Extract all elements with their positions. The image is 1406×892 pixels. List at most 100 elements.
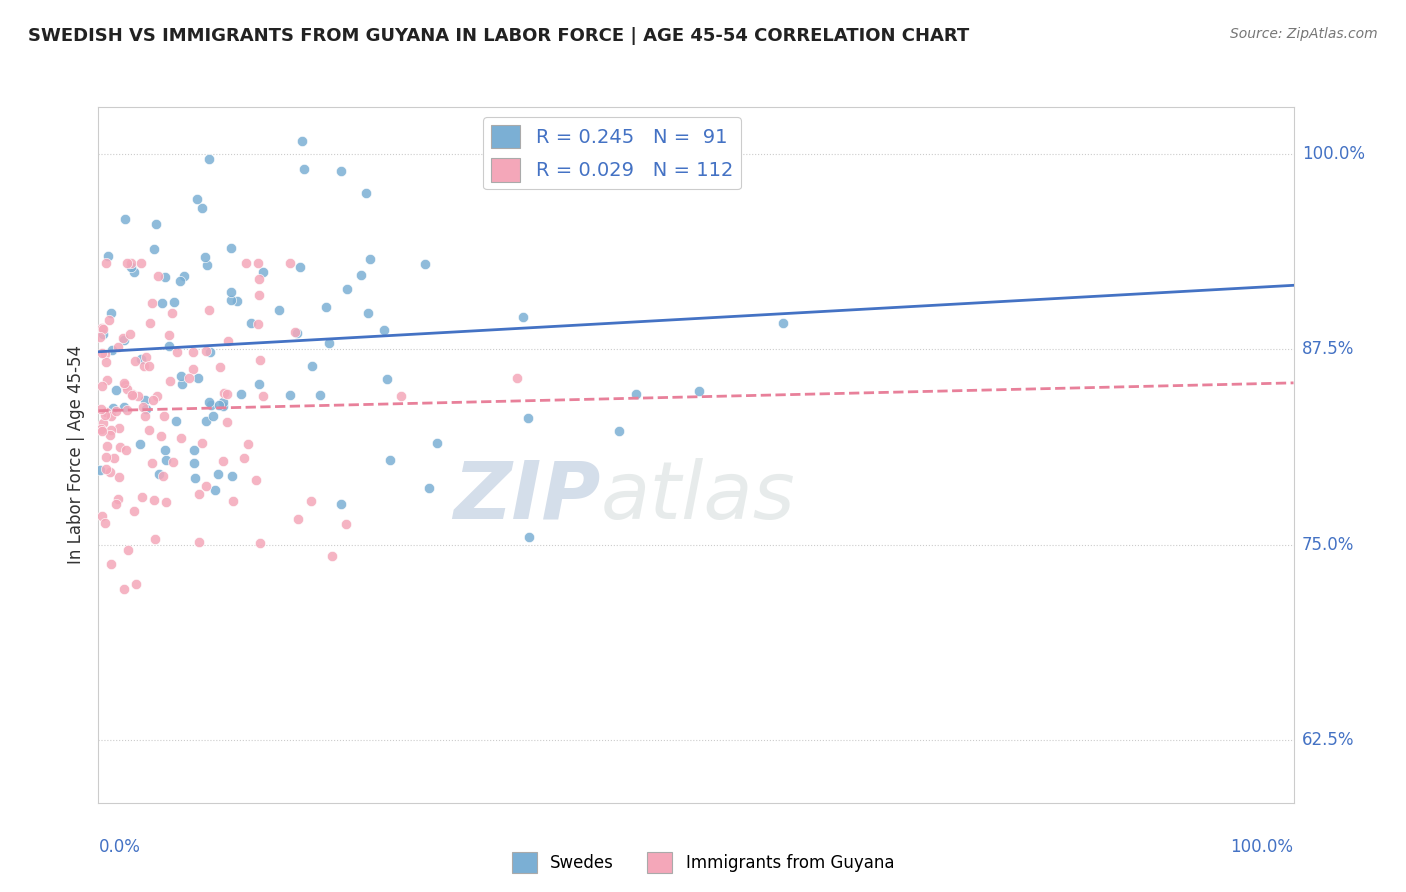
Point (607, 424, 630, 438)
Point (114, 211, 136, 226)
Point (217, 334, 239, 348)
Point (163, 295, 186, 310)
Point (204, 483, 226, 498)
Point (89, 463, 111, 477)
Point (122, 504, 145, 518)
Point (153, 270, 176, 285)
Text: 0.0%: 0.0% (98, 838, 141, 855)
Point (101, 401, 124, 416)
Point (134, 392, 156, 407)
Text: 100.0%: 100.0% (1230, 838, 1294, 855)
Point (91, 416, 114, 430)
Point (142, 493, 165, 508)
Point (91, 379, 114, 393)
Point (129, 256, 152, 270)
Point (128, 437, 150, 451)
Point (120, 326, 142, 341)
Point (107, 340, 129, 354)
Point (197, 302, 219, 317)
Point (104, 497, 127, 511)
Point (112, 376, 135, 390)
Point (141, 456, 163, 470)
Point (181, 344, 204, 359)
Point (517, 410, 540, 425)
Point (246, 256, 269, 270)
Point (152, 469, 174, 483)
Point (148, 467, 170, 482)
Point (96, 405, 118, 419)
Point (90, 345, 112, 359)
Point (221, 468, 243, 483)
Point (112, 333, 135, 347)
Point (284, 325, 307, 339)
Point (96, 355, 118, 369)
Point (181, 362, 204, 376)
Point (121, 387, 143, 401)
Point (208, 398, 231, 412)
Point (245, 473, 267, 487)
Point (238, 437, 260, 451)
Point (115, 403, 138, 417)
Point (101, 343, 124, 357)
Point (219, 293, 242, 307)
Point (413, 257, 436, 271)
Point (200, 398, 222, 412)
Point (194, 250, 217, 264)
Point (335, 517, 357, 532)
Point (90, 424, 112, 438)
Point (252, 265, 274, 279)
Point (91, 326, 114, 341)
Point (100, 306, 122, 320)
Point (141, 296, 163, 310)
Point (215, 387, 238, 401)
Point (187, 371, 209, 385)
Point (111, 331, 134, 345)
Legend: Swedes, Immigrants from Guyana: Swedes, Immigrants from Guyana (505, 846, 901, 880)
Point (94, 347, 117, 361)
Point (315, 300, 337, 314)
Point (772, 316, 794, 330)
Point (645, 116, 668, 130)
Point (94, 461, 117, 475)
Point (359, 252, 381, 266)
Point (96, 373, 118, 387)
Point (211, 394, 233, 409)
Point (226, 294, 249, 309)
Point (155, 453, 177, 467)
Point (97, 313, 120, 327)
Point (249, 352, 271, 367)
Text: 75.0%: 75.0% (1302, 536, 1354, 554)
Text: 87.5%: 87.5% (1302, 341, 1354, 359)
Point (212, 399, 235, 413)
Point (512, 310, 534, 324)
Point (159, 327, 181, 342)
Point (153, 442, 176, 457)
Point (183, 443, 205, 458)
Point (127, 389, 149, 403)
Point (114, 377, 136, 392)
Y-axis label: In Labor Force | Age 45-54: In Labor Force | Age 45-54 (66, 345, 84, 565)
Point (190, 436, 212, 450)
Point (377, 372, 399, 386)
Point (309, 387, 332, 401)
Point (233, 451, 256, 466)
Point (121, 387, 143, 401)
Point (104, 383, 127, 397)
Point (125, 576, 148, 591)
Point (94, 408, 117, 422)
Point (173, 269, 195, 284)
Point (100, 423, 122, 437)
Point (198, 395, 221, 409)
Point (186, 192, 208, 206)
Point (98, 465, 121, 479)
Point (247, 288, 270, 302)
Point (107, 470, 129, 484)
Point (91, 322, 114, 336)
Point (350, 268, 373, 283)
Point (104, 404, 127, 418)
Point (249, 536, 271, 550)
Point (138, 423, 160, 437)
Point (139, 317, 162, 331)
Point (318, 335, 340, 350)
Point (170, 431, 193, 445)
